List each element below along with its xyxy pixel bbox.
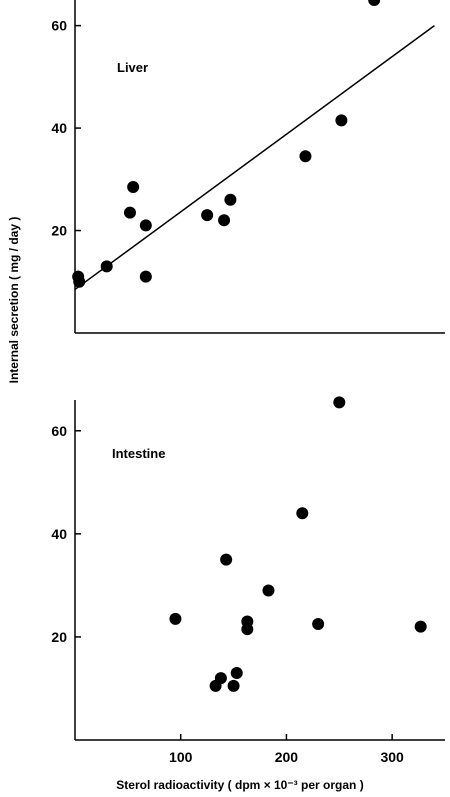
data-point xyxy=(296,507,309,520)
y-tick-label: 20 xyxy=(51,629,67,645)
regression-line xyxy=(74,25,435,291)
liver-panel: 20 40 60 Liver xyxy=(51,0,445,334)
y-axis-label: Internal secretion ( mg / day ) xyxy=(7,217,21,384)
x-tick-label: 200 xyxy=(275,749,299,765)
data-point xyxy=(299,150,312,163)
panel-label: Intestine xyxy=(112,446,165,461)
data-point xyxy=(139,219,152,232)
x-tick-label: 100 xyxy=(169,749,193,765)
y-tick-label: 20 xyxy=(51,223,67,239)
data-point xyxy=(335,114,348,127)
y-tick-label: 40 xyxy=(51,120,67,136)
data-point xyxy=(201,209,214,222)
y-tick-label: 40 xyxy=(51,526,67,542)
data-point xyxy=(224,193,237,206)
data-point xyxy=(100,260,113,273)
y-tick-label: 60 xyxy=(51,18,67,34)
data-point xyxy=(214,672,227,685)
x-axis-label: Sterol radioactivity ( dpm × 10⁻³ per or… xyxy=(116,778,363,792)
data-point xyxy=(139,270,152,283)
data-point xyxy=(333,396,346,409)
data-point xyxy=(262,584,275,597)
panel-label: Liver xyxy=(117,60,148,75)
data-point xyxy=(218,214,231,227)
intestine-panel: 20 40 60 100 200 300 Intestine xyxy=(51,396,445,765)
data-point xyxy=(227,679,240,692)
data-point xyxy=(127,180,140,193)
data-point xyxy=(220,553,233,566)
data-point xyxy=(414,620,427,633)
data-point xyxy=(230,667,243,679)
data-point xyxy=(73,275,86,288)
data-point xyxy=(312,618,325,631)
x-tick-label: 300 xyxy=(380,749,404,765)
data-point xyxy=(368,0,381,6)
data-point xyxy=(241,623,254,636)
data-point xyxy=(169,612,182,625)
y-tick-label: 60 xyxy=(51,423,67,439)
data-point xyxy=(123,206,136,219)
